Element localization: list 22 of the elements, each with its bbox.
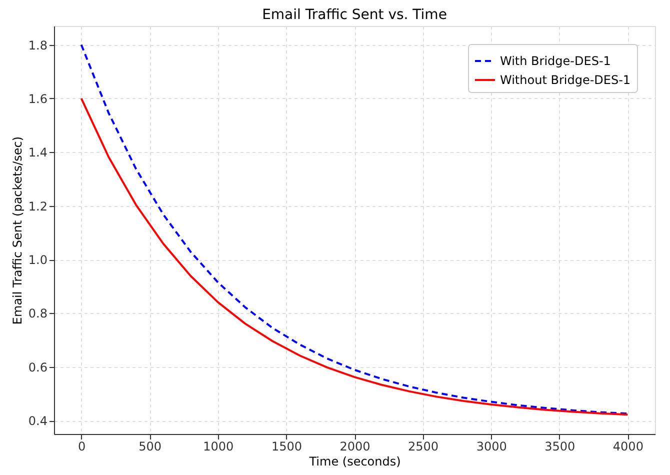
y-tick-label: 0.8 (28, 306, 48, 321)
legend-label: Without Bridge-DES-1 (500, 73, 631, 87)
x-tick-label: 2000 (340, 440, 370, 454)
x-tick-label: 3500 (544, 440, 576, 454)
x-tick-label: 0 (78, 440, 86, 454)
y-tick-label: 0.4 (28, 414, 48, 428)
x-tick-label: 500 (138, 440, 162, 454)
y-tick-label: 0.6 (28, 360, 48, 374)
x-tick-label: 4000 (612, 440, 644, 454)
y-tick-label: 1.0 (28, 253, 48, 268)
y-axis-title: Email Traffic Sent (packets/sec) (10, 136, 24, 325)
legend-label: With Bridge-DES-1 (500, 54, 611, 68)
x-tick-label: 1000 (203, 440, 234, 454)
x-tick-label: 1500 (271, 440, 302, 454)
y-tick-label: 1.8 (28, 38, 48, 52)
x-tick-label: 2500 (408, 440, 439, 454)
chart-title: Email Traffic Sent vs. Time (262, 7, 447, 23)
x-axis-title: Time (seconds) (308, 454, 401, 468)
x-tick-label: 3000 (476, 440, 507, 454)
y-tick-label: 1.2 (28, 199, 48, 214)
y-tick-label: 1.4 (28, 146, 48, 160)
y-tick-label: 1.6 (28, 92, 48, 106)
